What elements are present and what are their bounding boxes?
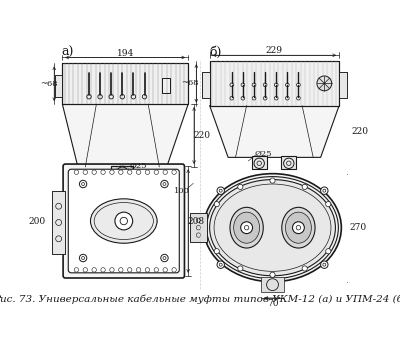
Circle shape: [241, 222, 252, 233]
Circle shape: [270, 272, 275, 277]
Text: 70: 70: [267, 300, 278, 308]
Circle shape: [292, 222, 304, 233]
Bar: [252, 156, 267, 169]
FancyBboxPatch shape: [68, 169, 179, 273]
Circle shape: [115, 212, 133, 230]
Text: Рис. 73. Универсальные кабельные муфты типов УКМ-12 (а) и УПМ-24 (б): Рис. 73. Универсальные кабельные муфты т…: [0, 295, 400, 304]
Bar: [62, 64, 188, 104]
Circle shape: [321, 187, 328, 194]
Text: 270: 270: [350, 223, 367, 232]
Bar: [210, 61, 339, 106]
Text: 200: 200: [29, 216, 46, 226]
Circle shape: [317, 76, 332, 91]
Circle shape: [161, 180, 168, 188]
Bar: [162, 78, 170, 93]
Circle shape: [326, 248, 331, 254]
Bar: [52, 191, 65, 253]
Polygon shape: [210, 106, 339, 157]
Bar: [55, 75, 62, 97]
Circle shape: [79, 180, 87, 188]
Bar: [55, 75, 62, 97]
Bar: [111, 166, 134, 180]
Circle shape: [217, 261, 224, 268]
Polygon shape: [62, 104, 188, 167]
Circle shape: [214, 248, 219, 254]
Text: 220: 220: [193, 131, 210, 140]
Circle shape: [217, 187, 224, 194]
Circle shape: [302, 184, 307, 190]
Ellipse shape: [282, 207, 315, 248]
Circle shape: [238, 266, 243, 271]
Circle shape: [79, 254, 87, 262]
Bar: [190, 213, 207, 242]
Text: 220: 220: [351, 127, 368, 136]
Circle shape: [161, 254, 168, 262]
Ellipse shape: [90, 199, 157, 243]
Circle shape: [321, 261, 328, 268]
Bar: [62, 64, 188, 104]
Ellipse shape: [286, 212, 311, 243]
Circle shape: [302, 266, 307, 271]
Text: ~68: ~68: [181, 79, 198, 87]
Ellipse shape: [230, 207, 263, 248]
Text: 100: 100: [174, 187, 190, 195]
Circle shape: [238, 184, 243, 190]
Bar: [281, 156, 296, 169]
Circle shape: [214, 202, 219, 207]
Ellipse shape: [234, 212, 260, 243]
FancyBboxPatch shape: [63, 164, 184, 278]
Text: 208: 208: [188, 216, 205, 226]
Bar: [202, 72, 210, 98]
Text: а): а): [61, 46, 73, 59]
Circle shape: [326, 202, 331, 207]
Bar: [190, 213, 207, 242]
Bar: [262, 277, 284, 292]
Bar: [210, 61, 339, 106]
Circle shape: [270, 178, 275, 183]
Text: Ø25: Ø25: [254, 150, 272, 158]
Bar: [111, 166, 134, 180]
Ellipse shape: [210, 180, 336, 276]
Text: 194: 194: [117, 49, 134, 57]
Text: б): б): [210, 46, 222, 59]
Bar: [339, 72, 346, 98]
Text: 229: 229: [266, 46, 282, 55]
Bar: [339, 72, 346, 98]
Bar: [52, 191, 65, 253]
Ellipse shape: [204, 174, 341, 282]
Text: ~68: ~68: [40, 80, 58, 88]
Text: Ø25: Ø25: [130, 161, 147, 170]
Bar: [202, 72, 210, 98]
